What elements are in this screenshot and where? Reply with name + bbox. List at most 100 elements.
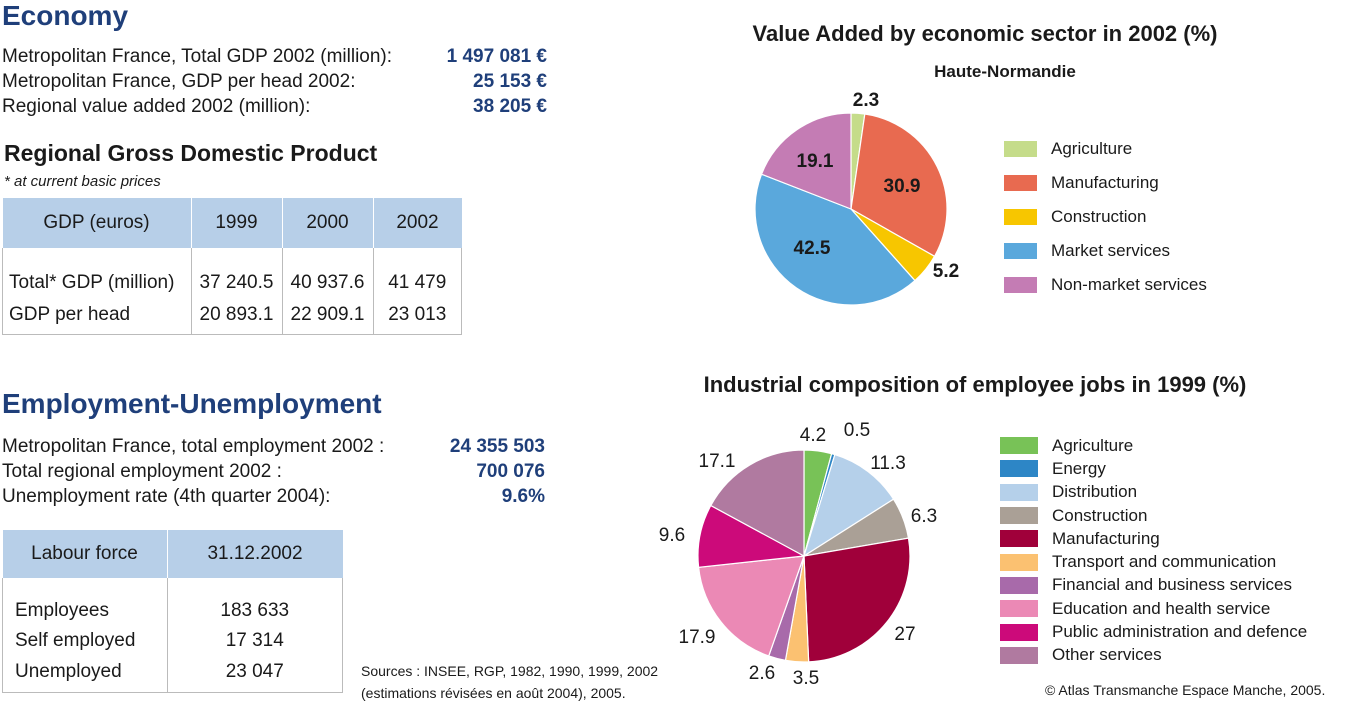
table-row: GDP per head 20 893.1 22 909.1 23 013	[2, 298, 462, 335]
legend-item: Transport and communication	[1000, 550, 1307, 573]
slice-value-label: 6.3	[911, 506, 937, 527]
table-cell: Total* GDP (million)	[2, 248, 192, 298]
stat-label: Total regional employment 2002 :	[2, 461, 282, 482]
table-cell: 23 013	[373, 298, 462, 335]
chart2-title: Industrial composition of employee jobs …	[703, 372, 1247, 397]
column-header: Labour force	[2, 530, 168, 578]
slice-value-label: 0.5	[844, 420, 870, 441]
table-cell: Employees	[2, 578, 168, 624]
legend-swatch	[1000, 623, 1038, 641]
stat-value: 1 497 081 €	[446, 46, 547, 67]
gdp-table-heading: Regional Gross Domestic Product	[4, 140, 378, 166]
legend-swatch	[1000, 646, 1038, 664]
gdp-table-note: * at current basic prices	[4, 173, 161, 190]
stat-row: Metropolitan France, GDP per head 2002: …	[2, 69, 547, 94]
slice-value-label: 9.6	[659, 525, 685, 546]
legend-swatch	[1004, 175, 1037, 191]
legend-label: Construction	[1051, 207, 1147, 226]
table-cell: 41 479	[373, 248, 462, 298]
legend-label: Education and health service	[1052, 598, 1271, 618]
pie-slice	[754, 173, 916, 306]
slice-value-label: 3.5	[793, 668, 819, 689]
legend-swatch	[1000, 576, 1038, 594]
stat-value: 25 153 €	[473, 71, 547, 92]
legend-item: Non-market services	[1004, 268, 1207, 302]
table-header-row: GDP (euros) 1999 2000 2002	[2, 198, 462, 248]
pie-slice	[802, 453, 895, 558]
stat-row: Unemployment rate (4th quarter 2004): 9.…	[2, 484, 545, 509]
table-cell: 37 240.5	[191, 248, 283, 298]
legend-label: Non-market services	[1051, 275, 1207, 294]
legend-item: Other services	[1000, 644, 1307, 667]
copyright-note: © Atlas Transmanche Espace Manche, 2005.	[1045, 682, 1326, 698]
table-row: Self employed 17 314	[2, 624, 343, 658]
slice-value-label: 2.6	[749, 663, 775, 684]
pie-slice	[709, 449, 805, 558]
column-header: 1999	[191, 198, 283, 248]
legend-item: Construction	[1004, 200, 1207, 234]
legend-swatch	[1000, 553, 1038, 571]
stat-value: 9.6%	[501, 486, 545, 507]
sources-note: Sources : INSEE, RGP, 1982, 1990, 1999, …	[361, 660, 658, 704]
table-header-row: Labour force 31.12.2002	[2, 530, 343, 578]
gdp-table: GDP (euros) 1999 2000 2002 Total* GDP (m…	[2, 198, 462, 335]
slice-value-label: 5.2	[933, 261, 959, 282]
legend-label: Other services	[1052, 645, 1162, 665]
legend-swatch	[1000, 460, 1038, 478]
labour-table: Labour force 31.12.2002 Employees 183 63…	[2, 530, 343, 693]
legend-item: Education and health service	[1000, 597, 1307, 620]
stat-row: Total regional employment 2002 : 700 076	[2, 459, 545, 484]
pie-slice	[803, 537, 911, 663]
stat-label: Metropolitan France, total employment 20…	[2, 436, 385, 457]
legend-swatch	[1000, 437, 1038, 455]
column-header: 2002	[396, 212, 439, 233]
legend-item: Agriculture	[1004, 132, 1207, 166]
pie-slice	[850, 113, 948, 258]
pie-slice	[697, 555, 805, 657]
slice-value-label: 27	[894, 624, 915, 645]
legend-swatch	[1004, 141, 1037, 157]
column-header: 2000	[282, 198, 374, 248]
legend-swatch	[1000, 483, 1038, 501]
table-cell: Self employed	[2, 624, 168, 658]
table-cell: GDP per head	[2, 298, 192, 335]
legend-item: Financial and business services	[1000, 574, 1307, 597]
legend-label: Manufacturing	[1052, 528, 1160, 548]
legend-swatch	[1000, 600, 1038, 618]
column-header: GDP (euros)	[2, 198, 192, 248]
table-cell: 183 633	[167, 578, 343, 624]
legend-item: Market services	[1004, 234, 1207, 268]
stat-label: Metropolitan France, Total GDP 2002 (mil…	[2, 46, 393, 67]
table-cell: 22 909.1	[282, 298, 374, 335]
legend-label: Market services	[1051, 241, 1171, 260]
economy-heading: Economy	[2, 0, 129, 31]
legend-item: Distribution	[1000, 481, 1307, 504]
slice-value-label: 30.9	[884, 176, 921, 197]
table-row: Employees 183 633	[2, 578, 343, 624]
legend-item: Energy	[1000, 457, 1307, 480]
column-header: 31.12.2002	[207, 543, 303, 564]
stat-value: 700 076	[476, 461, 545, 482]
legend-item: Public administration and defence	[1000, 620, 1307, 643]
legend-label: Public administration and defence	[1052, 622, 1308, 642]
chart2-legend: Agriculture Energy Distribution Constructio…	[1000, 434, 1307, 667]
legend-swatch	[1000, 507, 1038, 525]
sources-line: Sources : INSEE, RGP, 1982, 1990, 1999, …	[361, 663, 659, 679]
slice-value-label: 17.1	[699, 451, 736, 472]
stat-label: Metropolitan France, GDP per head 2002:	[2, 71, 356, 92]
stat-label: Unemployment rate (4th quarter 2004):	[2, 486, 331, 507]
legend-label: Transport and communication	[1052, 552, 1277, 572]
legend-swatch	[1004, 277, 1037, 293]
table-cell: 20 893.1	[191, 298, 283, 335]
legend-label: Agriculture	[1052, 435, 1134, 455]
stat-value: 24 355 503	[449, 436, 545, 457]
economy-stats: Metropolitan France, Total GDP 2002 (mil…	[2, 44, 547, 119]
legend-label: Construction	[1052, 505, 1148, 525]
table-cell: 40 937.6	[282, 248, 374, 298]
chart1-legend: Agriculture Manufacturing Construction Mark…	[1004, 132, 1207, 302]
sources-line: (estimations révisées en août 2004), 200…	[361, 685, 626, 701]
table-row: Unemployed 23 047	[2, 658, 343, 693]
legend-item: Manufacturing	[1000, 527, 1307, 550]
